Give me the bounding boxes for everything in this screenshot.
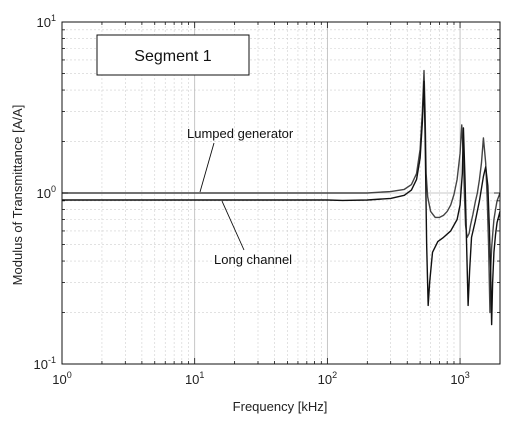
y-axis-label: Modulus of Transmittance [A/A] <box>10 105 25 286</box>
x-tick-label-exp: 0 <box>67 370 72 380</box>
leader-line-long <box>221 200 245 251</box>
ticks <box>61 21 501 365</box>
segment-box: Segment 1 <box>96 34 250 76</box>
series-line-lumped-generator <box>62 69 501 314</box>
y-tick-label-exp: 0 <box>51 184 56 194</box>
y-tick-label-base: 10 <box>34 357 48 372</box>
annotation-lumped: Lumped generator <box>187 126 294 193</box>
x-tick-label-base: 10 <box>450 372 464 387</box>
y-tick-label-base: 10 <box>37 15 51 30</box>
x-tick-label: 101 <box>185 370 204 387</box>
x-tick-label-base: 10 <box>185 372 199 387</box>
annotation-long: Long channel <box>214 200 292 267</box>
series-line-long-channel <box>62 80 501 326</box>
y-tick-label: 101 <box>37 13 56 30</box>
series-layer <box>62 69 501 326</box>
y-tick-label-exp: -1 <box>48 355 56 365</box>
x-axis-label: Frequency [kHz] <box>233 399 328 414</box>
x-tick-label-exp: 3 <box>465 370 470 380</box>
y-tick-label-base: 10 <box>37 186 51 201</box>
annotation-lumped-text: Lumped generator <box>187 126 294 141</box>
y-tick-label: 10-1 <box>34 355 56 372</box>
x-tick-label: 103 <box>450 370 469 387</box>
x-tick-label: 100 <box>52 370 71 387</box>
annotation-long-text: Long channel <box>214 252 292 267</box>
segment-label: Segment 1 <box>134 48 211 65</box>
leader-line-lumped <box>199 142 215 193</box>
x-tick-label-base: 10 <box>52 372 66 387</box>
x-tick-label-exp: 2 <box>332 370 337 380</box>
x-tick-label: 102 <box>318 370 337 387</box>
x-tick-label-base: 10 <box>318 372 332 387</box>
y-tick-label-exp: 1 <box>51 13 56 23</box>
y-tick-label: 100 <box>37 184 56 201</box>
x-tick-label-exp: 1 <box>199 370 204 380</box>
